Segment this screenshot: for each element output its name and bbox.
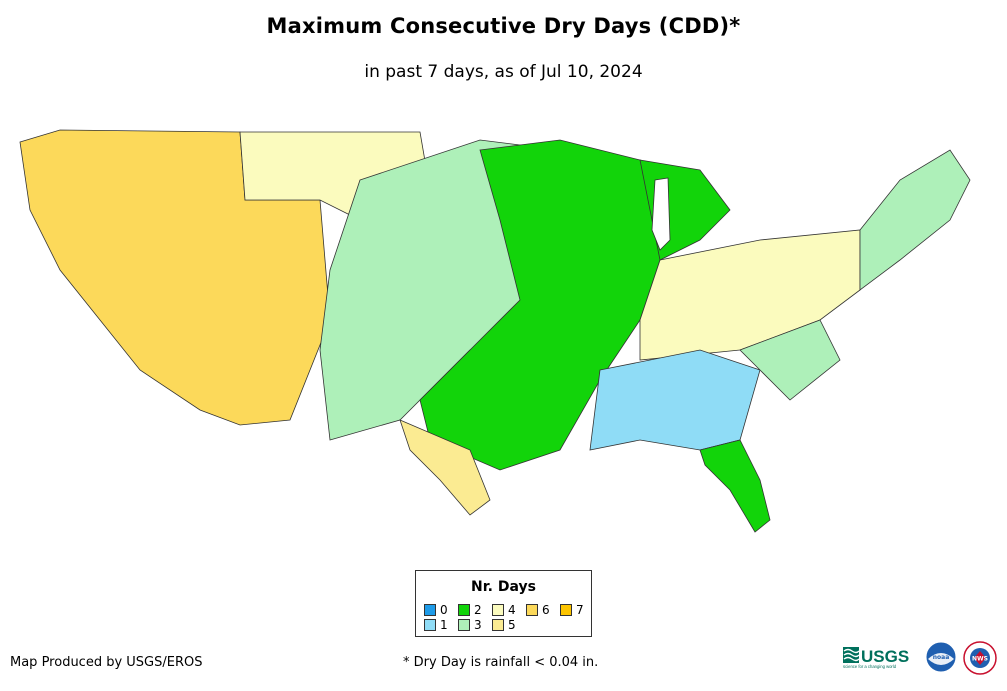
svg-text:NWS: NWS — [972, 656, 988, 663]
legend-label-5: 5 — [508, 618, 516, 632]
legend-swatch-2 — [458, 604, 470, 616]
legend-swatch-0 — [424, 604, 436, 616]
cdd-map — [19, 129, 971, 533]
svg-text:USGS: USGS — [861, 647, 909, 666]
noaa-logo: noaa — [925, 641, 957, 673]
svg-text:science for a changing world: science for a changing world — [843, 664, 897, 669]
region-northeast — [859, 149, 971, 291]
region-carolinas — [739, 319, 841, 401]
legend-swatch-1 — [424, 619, 436, 631]
lake-michigan — [651, 177, 671, 251]
legend-label-2: 2 — [474, 603, 482, 617]
svg-text:noaa: noaa — [933, 654, 950, 661]
legend-swatch-3 — [458, 619, 470, 631]
dry-day-note: * Dry Day is rainfall < 0.04 in. — [403, 655, 599, 670]
legend-label-1: 1 — [440, 618, 448, 632]
legend-title: Nr. Days — [471, 579, 536, 595]
legend-swatch-7 — [560, 604, 572, 616]
legend-swatch-5 — [492, 619, 504, 631]
legend-swatch-4 — [492, 604, 504, 616]
legend-label-3: 3 — [474, 618, 482, 632]
legend-label-7: 7 — [576, 603, 584, 617]
legend-label-0: 0 — [440, 603, 448, 617]
region-texas-coast — [399, 419, 491, 516]
legend-label-4: 4 — [508, 603, 516, 617]
usgs-logo: USGS science for a changing world — [843, 647, 909, 669]
producer-credit: Map Produced by USGS/EROS — [10, 655, 203, 670]
region-florida — [699, 439, 771, 533]
nws-logo: NWS — [963, 641, 997, 675]
map-subtitle: in past 7 days, as of Jul 10, 2024 — [364, 62, 643, 82]
map-title: Maximum Consecutive Dry Days (CDD)* — [266, 14, 741, 38]
legend-label-6: 6 — [542, 603, 550, 617]
map-legend: Nr. Days 0 1 2 3 4 5 6 7 — [415, 570, 592, 637]
region-southeast — [589, 349, 761, 451]
legend-swatch-6 — [526, 604, 538, 616]
